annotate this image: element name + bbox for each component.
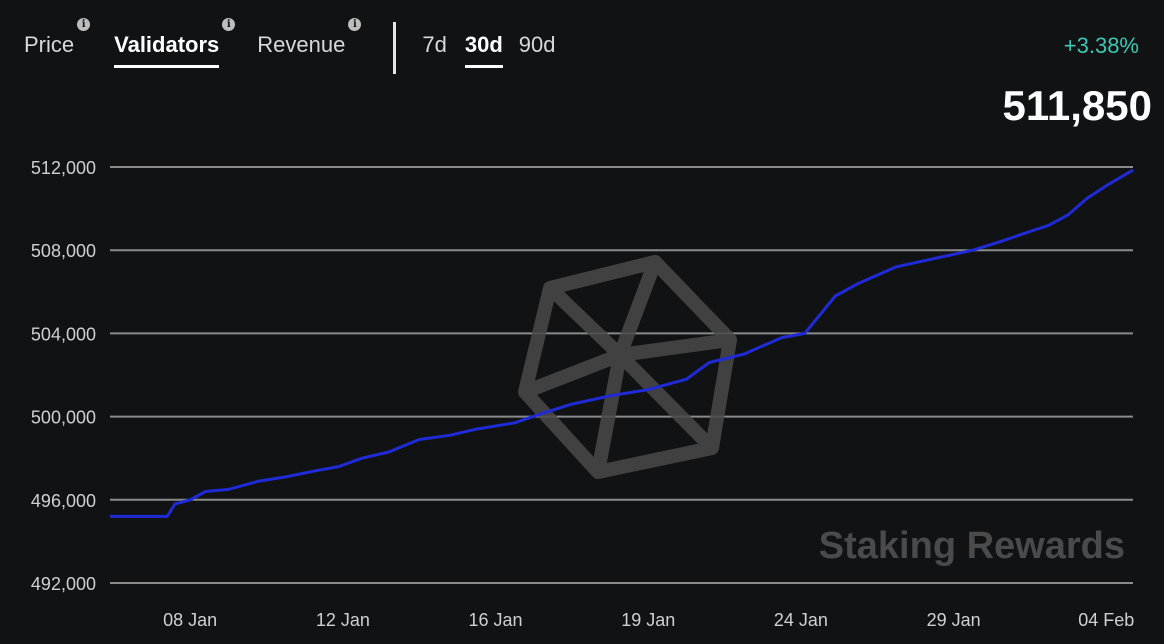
info-icon[interactable]: i	[222, 18, 236, 31]
tab-validators[interactable]: Validators i	[114, 18, 236, 68]
x-tick-label: 12 Jan	[316, 610, 370, 630]
info-icon[interactable]: i	[77, 18, 91, 31]
y-tick-label: 500,000	[31, 408, 96, 428]
series-line	[110, 168, 1134, 518]
tab-validators-label: Validators	[114, 32, 220, 57]
metric-tabs: Price i Validators i Revenue i 7d 30d 90…	[24, 18, 556, 74]
tab-revenue[interactable]: Revenue i	[257, 18, 362, 68]
series-layer	[110, 168, 1134, 518]
watermark-text: Staking Rewards	[819, 525, 1125, 567]
range-30d[interactable]: 30d	[464, 32, 503, 68]
x-tick-label: 29 Jan	[927, 610, 981, 630]
tabs-divider	[393, 22, 397, 74]
x-tick-label: 08 Jan	[163, 610, 217, 630]
tab-price-label: Price	[24, 32, 75, 57]
y-tick-label: 508,000	[31, 241, 96, 261]
y-tick-label: 496,000	[31, 491, 96, 511]
x-axis-ticks: 08 Jan 12 Jan 16 Jan 19 Jan 24 Jan 29 Jan 04 F…	[163, 610, 1134, 630]
tab-price[interactable]: Price i	[24, 18, 91, 68]
change-percent: +3.38%	[1063, 33, 1139, 58]
y-tick-label: 512,000	[31, 158, 96, 178]
y-axis-ticks: 492,000 496,000 500,000 504,000 508,000 512,0…	[31, 158, 96, 594]
y-tick-label: 504,000	[31, 324, 96, 344]
icosahedron-logo-icon	[518, 255, 737, 479]
y-tick-label: 492,000	[31, 574, 96, 594]
info-icon[interactable]: i	[348, 18, 362, 31]
grid-lines	[110, 166, 1133, 584]
range-90d-label: 90d	[518, 32, 556, 57]
x-tick-label: 04 Feb	[1078, 610, 1134, 630]
x-tick-label: 19 Jan	[621, 610, 675, 630]
tab-revenue-label: Revenue	[257, 32, 346, 57]
x-tick-label: 16 Jan	[469, 610, 523, 630]
range-7d-label: 7d	[422, 32, 447, 57]
range-30d-label: 30d	[464, 32, 503, 57]
range-90d[interactable]: 90d	[519, 32, 556, 68]
current-value: 511,850	[1002, 82, 1152, 129]
x-tick-label: 24 Jan	[774, 610, 828, 630]
range-7d[interactable]: 7d	[422, 32, 446, 68]
